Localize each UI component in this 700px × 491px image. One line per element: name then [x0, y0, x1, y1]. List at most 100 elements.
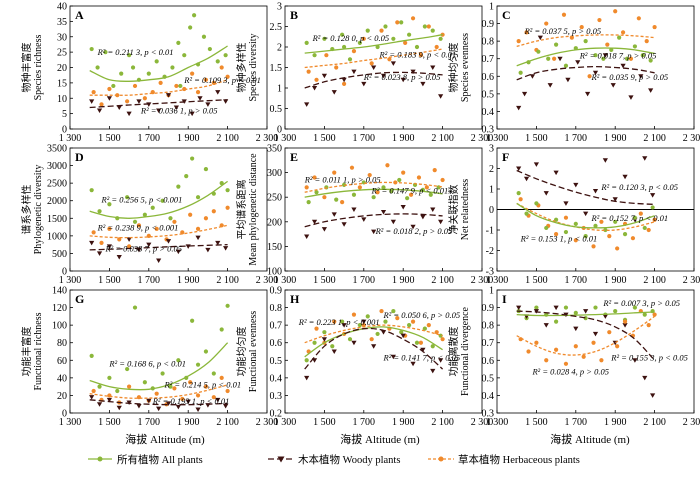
data-point-herb — [518, 197, 523, 202]
data-point-herb — [573, 238, 578, 243]
y-tick-label: 0.8 — [482, 37, 495, 48]
data-point-woody — [205, 247, 211, 253]
y-tick-label: 0 — [62, 409, 67, 420]
y-tick-label: 0.7 — [482, 54, 495, 65]
x-tick-label: 1 700 — [353, 133, 376, 144]
panel-letter: I — [502, 292, 507, 306]
data-point-herb — [426, 24, 431, 29]
data-point-herb — [195, 90, 201, 95]
y-tick-label: 1 — [489, 185, 494, 196]
fit-line-all — [89, 342, 229, 391]
y-axis-label-cn: 净关联指数 — [447, 185, 460, 235]
y-tick-label: 120 — [52, 303, 67, 314]
y-tick-label: 25 — [57, 48, 67, 59]
data-point-all — [546, 56, 551, 61]
fit-line-all — [89, 180, 228, 219]
data-point-woody — [430, 207, 436, 212]
data-point-herb — [410, 16, 416, 21]
fit-line-herb — [89, 224, 228, 239]
regression-annotation: R² = 0.223 1, p < 0.001 — [298, 317, 380, 327]
regression-annotation: R² = 0.018 2, p > 0.05 — [375, 226, 453, 236]
data-point-herb — [369, 337, 374, 342]
data-point-all — [391, 308, 396, 314]
y-tick-label: 0.9 — [482, 19, 495, 30]
data-point-woody — [529, 74, 536, 79]
data-point-all — [347, 337, 353, 342]
data-point-herb — [440, 177, 445, 183]
data-point-herb — [416, 175, 422, 180]
y-axis-label-en: Mean phylogenetic distance — [248, 153, 259, 266]
data-point-woody — [642, 375, 648, 381]
data-point-herb — [91, 90, 96, 95]
data-point-all — [583, 39, 588, 44]
x-tick-label: 1 700 — [565, 133, 588, 144]
data-point-herb — [332, 319, 337, 324]
data-point-herb — [107, 226, 112, 231]
y-axis-label-en: Phylogenetic diversity — [33, 165, 44, 255]
data-point-all — [89, 188, 94, 193]
legend-item-all: 所有植物 All plants — [88, 453, 203, 466]
data-point-all — [219, 327, 224, 332]
data-point-herb — [154, 391, 159, 396]
data-point-woody — [650, 193, 656, 198]
data-point-woody — [592, 331, 599, 337]
data-point-woody — [146, 398, 152, 404]
data-point-all — [203, 349, 209, 354]
regression-annotation: R² = 0.183 9, p < 0.01 — [379, 49, 457, 59]
data-point-woody — [557, 56, 563, 62]
data-point-herb — [203, 216, 209, 221]
fit-line-herb — [516, 34, 655, 48]
x-tick-label: 1 300 — [59, 417, 82, 428]
x-tick-label: 2 100 — [216, 417, 239, 428]
y-tick-label: 0 — [62, 267, 67, 278]
data-point-herb — [638, 211, 643, 216]
data-point-woody — [575, 60, 581, 65]
data-point-all — [201, 34, 207, 39]
fit-line-all — [516, 202, 655, 229]
data-point-all — [536, 49, 541, 54]
data-point-herb — [351, 49, 357, 54]
y-tick-label: 40 — [57, 373, 67, 384]
data-point-all — [203, 166, 209, 172]
data-point-all — [389, 189, 394, 194]
x-tick-label: 1 500 — [98, 275, 121, 286]
fit-line-herb — [304, 324, 443, 344]
y-tick-label: 1 — [489, 2, 494, 13]
panel-b: 1 300 1 500 1 700 1 900 2 100 2 30000.511.522… — [235, 2, 493, 145]
data-point-herb — [401, 170, 406, 175]
x-tick-label: 2 100 — [643, 275, 666, 286]
data-point-all — [648, 58, 653, 63]
data-point-herb — [91, 230, 96, 235]
data-point-all — [516, 191, 521, 196]
y-tick-label: 15 — [57, 78, 67, 89]
data-point-all — [154, 59, 159, 64]
data-point-all — [89, 46, 94, 52]
data-point-all — [613, 219, 618, 224]
data-point-herb — [599, 219, 604, 224]
regression-annotation: R² = 0.109 3, p < 0.01 — [183, 75, 261, 85]
data-point-herb — [225, 205, 230, 210]
data-point-all — [111, 83, 116, 89]
x-tick-label: 2 300 — [683, 417, 700, 428]
data-point-all — [347, 57, 353, 62]
y-tick-label: 0.4 — [482, 391, 495, 402]
data-point-woody — [585, 91, 591, 97]
data-point-herb — [387, 57, 392, 62]
data-point-woody — [96, 251, 103, 256]
data-point-all — [383, 24, 388, 29]
panel-letter: F — [502, 150, 509, 164]
data-point-herb — [127, 244, 132, 249]
data-point-herb — [132, 83, 138, 89]
fit-line-all — [304, 188, 443, 198]
data-point-woody — [116, 105, 122, 110]
data-point-woody — [650, 393, 656, 398]
data-point-herb — [125, 99, 130, 104]
data-point-all — [383, 319, 388, 324]
data-point-herb — [188, 380, 193, 385]
data-point-all — [640, 53, 645, 58]
fit-line-herb — [304, 48, 443, 69]
y-tick-label: 140 — [52, 286, 67, 297]
x-tick-label: 1 300 — [486, 133, 509, 144]
x-axis-label-col2: 海拔 Altitude (m) — [340, 432, 420, 446]
